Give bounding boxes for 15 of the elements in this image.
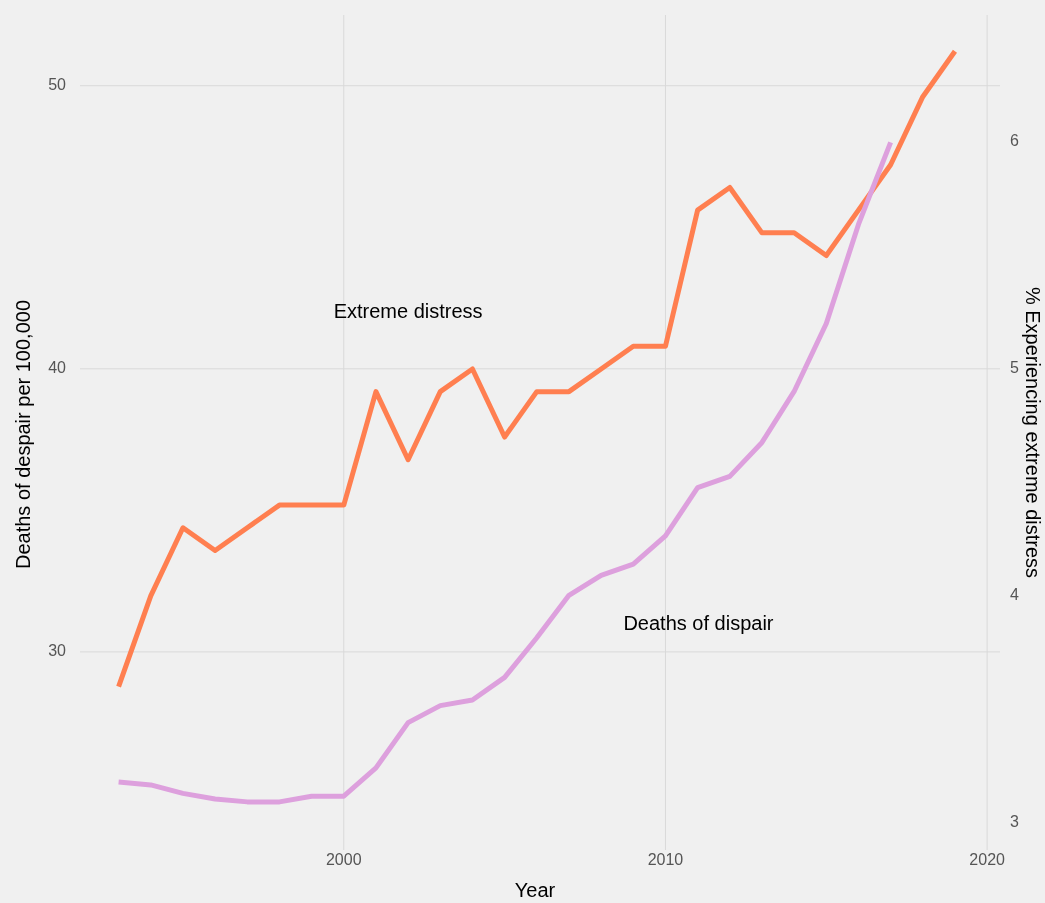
y-tick-label: 30 <box>48 642 67 660</box>
y-tick-label: 40 <box>48 359 67 377</box>
y2-tick-label: 3 <box>1010 812 1019 831</box>
y2-axis-title: % Experiencing extreme distress <box>1022 286 1044 579</box>
y-axis-title: Deaths of despair per 100,000 <box>12 299 34 570</box>
text: Extreme distress <box>333 300 483 323</box>
y2-tick-label: 4 <box>1010 586 1019 604</box>
x-axis-title: Year <box>514 879 556 901</box>
x-tick-label: 2010 <box>647 851 684 868</box>
text: Deaths of dispair <box>623 612 774 635</box>
y-tick-label: 50 <box>48 75 67 93</box>
y2-tick-label: 6 <box>1010 132 1019 150</box>
y2-tick-label: 5 <box>1010 359 1019 377</box>
x-tick-label: 2020 <box>969 851 1006 868</box>
x-tick-label: 2000 <box>325 851 362 868</box>
